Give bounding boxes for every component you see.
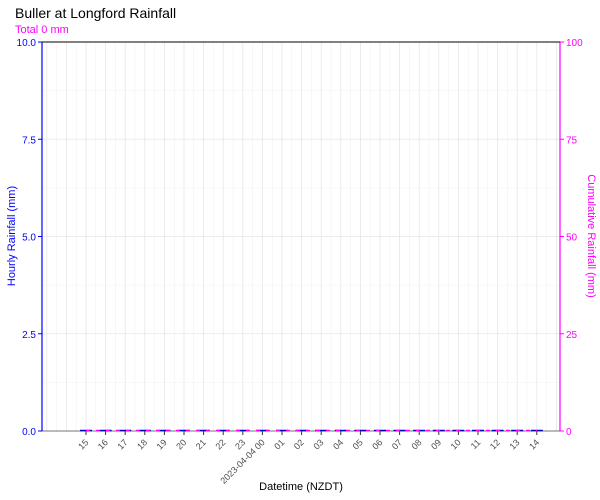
- x-tick-label: 05: [351, 437, 365, 451]
- x-axis-label: Datetime (NZDT): [259, 481, 343, 493]
- x-tick-label: 11: [469, 437, 483, 451]
- left-y-tick-label: 7.5: [22, 135, 36, 146]
- x-tick-label: 08: [409, 437, 423, 451]
- left-y-tick-label: 10.0: [17, 38, 37, 49]
- left-y-tick-label: 5.0: [22, 233, 36, 244]
- right-y-tick-label: 25: [566, 330, 578, 341]
- x-tick-label: 04: [331, 437, 345, 451]
- left-y-ticks: 0.0 2.5 5.0 7.5 10.0: [17, 38, 42, 438]
- y-axis-label-left: Hourly Rainfall (mm): [6, 185, 18, 287]
- x-tick-label: 17: [115, 437, 129, 451]
- x-tick-label: 16: [96, 437, 110, 451]
- x-tick-label: 15: [76, 437, 90, 451]
- y-axis-label-right: Cumulative Rainfall (mm): [585, 174, 597, 298]
- x-tick-label: 20: [174, 437, 188, 451]
- grid-lines: [42, 41, 560, 432]
- x-tick-label: 03: [311, 437, 325, 451]
- x-tick-label: 02: [292, 437, 306, 451]
- left-y-tick-label: 0.0: [22, 427, 36, 438]
- chart-subtitle: Total 0 mm: [15, 24, 69, 36]
- right-y-tick-label: 100: [566, 38, 583, 49]
- x-tick-label: 09: [429, 437, 443, 451]
- chart-title: Buller at Longford Rainfall: [15, 5, 177, 21]
- x-tick-label: 13: [507, 437, 521, 451]
- x-tick-label: 21: [194, 437, 208, 451]
- x-tick-label: 12: [488, 437, 502, 451]
- x-tick-label: 14: [527, 437, 541, 451]
- right-y-ticks: 0 25 50 75 100: [560, 38, 583, 438]
- right-y-tick-label: 0: [566, 427, 572, 438]
- right-y-tick-label: 75: [566, 135, 578, 146]
- x-tick-label: 18: [135, 437, 149, 451]
- x-tick-label: 06: [370, 437, 384, 451]
- x-tick-label: 07: [390, 437, 404, 451]
- x-tick-label: 01: [272, 437, 286, 451]
- x-tick-label: 23: [233, 437, 247, 451]
- x-tick-label: 22: [213, 437, 227, 451]
- right-y-tick-label: 50: [566, 233, 578, 244]
- x-tick-label: 19: [155, 437, 169, 451]
- x-tick-label: 10: [449, 437, 463, 451]
- left-y-tick-label: 2.5: [22, 330, 36, 341]
